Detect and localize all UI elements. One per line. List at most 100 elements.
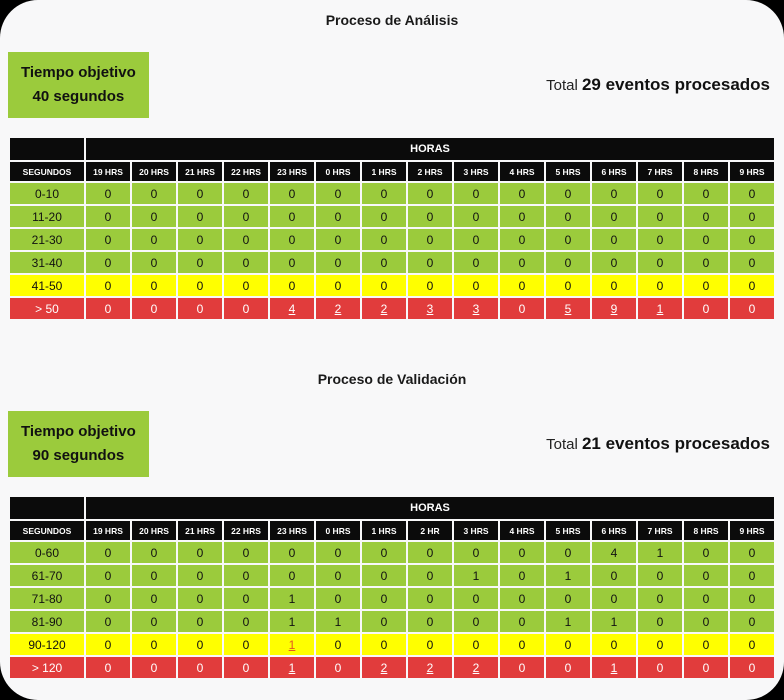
row-label: 11-20: [10, 206, 84, 227]
value-cell: 0: [592, 588, 636, 609]
seconds-column-header: SEGUNDOS: [10, 162, 84, 181]
value-cell: 0: [408, 183, 452, 204]
hour-labels-row: SEGUNDOS 19 HRS 20 HRS 21 HRS 22 HRS 23 HRS 0 …: [10, 162, 774, 181]
value-cell: 0: [270, 542, 314, 563]
objective-label: Tiempo objetivo: [21, 423, 136, 440]
total-processed-validacion: Total 21 eventos procesados: [546, 434, 772, 454]
value-cell: 0: [362, 252, 406, 273]
row-label: > 120: [10, 657, 84, 678]
value-cell: 0: [224, 657, 268, 678]
hour-header: 19 HRS: [86, 521, 130, 540]
event-count-link[interactable]: 3: [426, 301, 434, 316]
value-cell: 0: [408, 542, 452, 563]
value-cell: 0: [178, 229, 222, 250]
value-cell: 1: [638, 298, 682, 319]
value-cell: 0: [500, 588, 544, 609]
value-cell: 0: [546, 229, 590, 250]
value-cell: 0: [362, 565, 406, 586]
section-head-validacion: Tiempo objetivo 90 segundos Total 21 eve…: [8, 411, 776, 477]
value-cell: 0: [86, 588, 130, 609]
value-cell: 0: [454, 252, 498, 273]
hour-header: 3 HRS: [454, 162, 498, 181]
event-count-link[interactable]: 2: [472, 660, 480, 675]
value-cell: 2: [408, 657, 452, 678]
hour-header: 22 HRS: [224, 162, 268, 181]
value-cell: 0: [454, 611, 498, 632]
value-cell: 0: [316, 588, 360, 609]
hour-header: 23 HRS: [270, 162, 314, 181]
event-count-link[interactable]: 3: [472, 301, 480, 316]
value-cell: 0: [546, 183, 590, 204]
value-cell: 4: [270, 298, 314, 319]
value-cell: 0: [132, 206, 176, 227]
value-cell: 1: [546, 565, 590, 586]
group-header-row: HORAS: [10, 138, 774, 160]
row-label: 81-90: [10, 611, 84, 632]
event-count-link[interactable]: 2: [380, 301, 388, 316]
value-cell: 1: [592, 657, 636, 678]
value-cell: 0: [224, 588, 268, 609]
event-count-link[interactable]: 2: [334, 301, 342, 316]
event-count-link[interactable]: 1: [288, 660, 296, 675]
value-cell: 0: [408, 229, 452, 250]
value-cell: 0: [500, 206, 544, 227]
event-count-link[interactable]: 1: [610, 660, 618, 675]
value-cell: 0: [362, 275, 406, 296]
hour-header: 2 HRS: [408, 162, 452, 181]
section-title-analisis: Proceso de Análisis: [325, 12, 459, 28]
value-cell: 0: [546, 588, 590, 609]
value-cell: 0: [316, 657, 360, 678]
corner-blank-cell: [10, 138, 84, 160]
event-count-link[interactable]: 1: [288, 637, 296, 652]
row-label: 0-10: [10, 183, 84, 204]
table-validacion: HORAS SEGUNDOS 19 HRS 20 HRS 21 HRS 22 HRS 23 …: [8, 495, 776, 680]
value-cell: 0: [224, 206, 268, 227]
value-cell: 0: [730, 611, 774, 632]
value-cell: 0: [592, 634, 636, 655]
hour-header: 7 HRS: [638, 162, 682, 181]
value-cell: 1: [270, 657, 314, 678]
value-cell: 0: [638, 275, 682, 296]
value-cell: 0: [684, 565, 728, 586]
event-count-link[interactable]: 2: [426, 660, 434, 675]
value-cell: 0: [224, 298, 268, 319]
value-cell: 0: [592, 252, 636, 273]
value-cell: 0: [684, 298, 728, 319]
hour-header: 23 HRS: [270, 521, 314, 540]
hour-header: 5 HRS: [546, 521, 590, 540]
value-cell: 0: [224, 565, 268, 586]
value-cell: 0: [86, 542, 130, 563]
event-count-link[interactable]: 2: [380, 660, 388, 675]
value-cell: 0: [592, 275, 636, 296]
value-cell: 1: [270, 634, 314, 655]
value-cell: 0: [408, 565, 452, 586]
event-count-link[interactable]: 5: [564, 301, 572, 316]
value-cell: 1: [270, 588, 314, 609]
event-count-link[interactable]: 4: [288, 301, 296, 316]
row-label: 71-80: [10, 588, 84, 609]
value-cell: 0: [408, 275, 452, 296]
table-row: 21-30 0 0 0 0 0 0 0 0 0 0 0 0 0 0 0: [10, 229, 774, 250]
value-cell: 0: [178, 252, 222, 273]
value-cell: 0: [270, 229, 314, 250]
value-cell: 0: [500, 657, 544, 678]
table-row: 11-20 0 0 0 0 0 0 0 0 0 0 0 0 0 0 0: [10, 206, 774, 227]
event-count-link[interactable]: 9: [610, 301, 618, 316]
table-row: 0-60 0 0 0 0 0 0 0 0 0 0 0 4 1 0 0: [10, 542, 774, 563]
row-label: 90-120: [10, 634, 84, 655]
value-cell: 0: [178, 275, 222, 296]
value-cell: 0: [132, 634, 176, 655]
value-cell: 0: [730, 634, 774, 655]
objective-label: Tiempo objetivo: [21, 64, 136, 81]
value-cell: 0: [638, 206, 682, 227]
event-count-link[interactable]: 1: [656, 301, 664, 316]
value-cell: 0: [316, 542, 360, 563]
value-cell: 0: [316, 252, 360, 273]
value-cell: 3: [454, 298, 498, 319]
value-cell: 0: [362, 542, 406, 563]
value-cell: 0: [178, 634, 222, 655]
value-cell: 0: [178, 298, 222, 319]
value-cell: 0: [684, 183, 728, 204]
value-cell: 0: [730, 542, 774, 563]
value-cell: 0: [178, 565, 222, 586]
